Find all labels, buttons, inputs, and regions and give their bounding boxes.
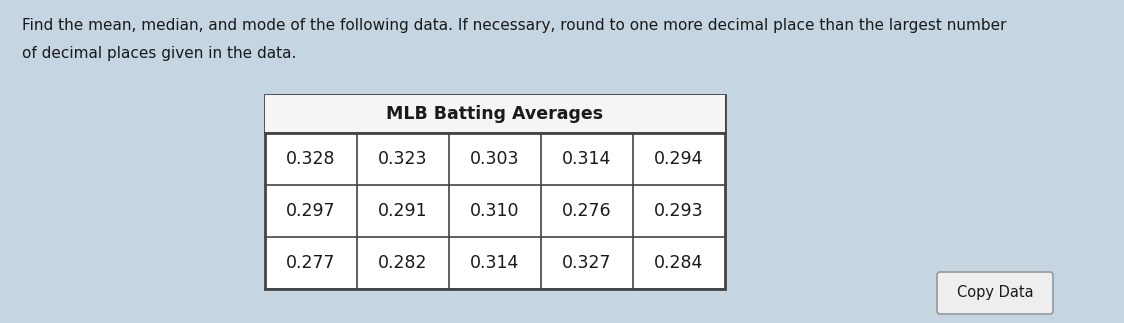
Text: 0.291: 0.291 (378, 202, 428, 220)
Text: 0.314: 0.314 (562, 150, 611, 168)
Text: 0.314: 0.314 (470, 254, 519, 272)
Text: 0.327: 0.327 (562, 254, 611, 272)
Text: 0.323: 0.323 (379, 150, 428, 168)
Text: 0.303: 0.303 (470, 150, 519, 168)
Text: MLB Batting Averages: MLB Batting Averages (387, 105, 604, 123)
Text: of decimal places given in the data.: of decimal places given in the data. (22, 46, 297, 61)
Text: 0.293: 0.293 (654, 202, 704, 220)
Text: 0.328: 0.328 (287, 150, 336, 168)
Text: Copy Data: Copy Data (957, 286, 1033, 300)
Text: 0.282: 0.282 (379, 254, 428, 272)
FancyBboxPatch shape (937, 272, 1053, 314)
Text: 0.284: 0.284 (654, 254, 704, 272)
Text: 0.310: 0.310 (470, 202, 519, 220)
Text: 0.277: 0.277 (287, 254, 336, 272)
Text: 0.294: 0.294 (654, 150, 704, 168)
Bar (265, 95, 725, 133)
Bar (265, 95, 725, 289)
Text: Find the mean, median, and mode of the following data. If necessary, round to on: Find the mean, median, and mode of the f… (22, 18, 1006, 33)
Text: 0.297: 0.297 (287, 202, 336, 220)
Text: 0.276: 0.276 (562, 202, 611, 220)
